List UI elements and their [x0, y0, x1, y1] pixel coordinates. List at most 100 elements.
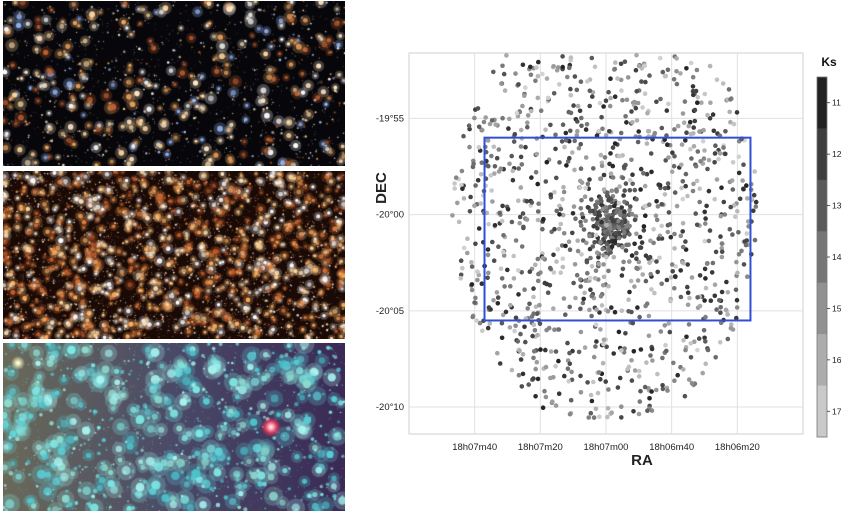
- data-point: [654, 217, 660, 223]
- data-point: [520, 62, 526, 68]
- data-point: [477, 320, 483, 326]
- data-point: [467, 209, 473, 214]
- data-point: [599, 163, 605, 169]
- data-point: [628, 204, 633, 209]
- data-point: [485, 138, 491, 143]
- data-point: [689, 381, 695, 386]
- data-point: [714, 177, 720, 182]
- data-point: [583, 278, 588, 283]
- data-point: [617, 153, 622, 159]
- data-point: [536, 59, 541, 65]
- data-point: [742, 239, 748, 244]
- data-point: [718, 234, 723, 239]
- data-point: [588, 410, 594, 416]
- data-point: [587, 275, 593, 281]
- data-point: [680, 229, 685, 234]
- data-point: [627, 259, 632, 264]
- data-point: [499, 320, 505, 326]
- data-point: [489, 188, 494, 193]
- data-point: [654, 387, 659, 393]
- data-point: [598, 152, 604, 158]
- data-point: [635, 305, 640, 310]
- data-point: [632, 241, 637, 247]
- data-point: [618, 130, 624, 136]
- data-point: [671, 360, 676, 366]
- data-point: [697, 273, 703, 278]
- data-point: [624, 97, 630, 103]
- data-point: [588, 287, 593, 293]
- data-point: [664, 277, 670, 283]
- data-point: [601, 237, 606, 242]
- data-point: [459, 168, 465, 174]
- data-point: [689, 156, 694, 161]
- data-point: [466, 123, 472, 128]
- data-point: [612, 94, 618, 99]
- data-point: [557, 160, 562, 165]
- data-point: [667, 329, 673, 335]
- data-point: [619, 205, 624, 210]
- data-point: [553, 363, 558, 369]
- data-point: [467, 144, 472, 150]
- data-point: [501, 249, 506, 255]
- x-tick-label: 18h07m40: [452, 442, 497, 453]
- data-point: [580, 300, 586, 306]
- data-point: [587, 307, 592, 313]
- data-point: [627, 289, 632, 295]
- data-point: [587, 177, 592, 182]
- data-point: [686, 377, 692, 382]
- data-point: [683, 171, 689, 177]
- data-point: [681, 120, 687, 125]
- data-point: [518, 185, 524, 190]
- data-point: [615, 385, 621, 390]
- data-point: [674, 81, 680, 87]
- data-point: [490, 199, 495, 204]
- data-point: [516, 372, 522, 378]
- data-point: [578, 390, 584, 395]
- data-point: [495, 350, 500, 356]
- data-point: [520, 352, 526, 357]
- data-point: [612, 238, 618, 244]
- data-point: [723, 307, 729, 313]
- data-point: [695, 295, 700, 300]
- data-point: [502, 88, 508, 93]
- data-point: [567, 247, 573, 252]
- data-point: [545, 290, 551, 296]
- data-point: [505, 207, 511, 212]
- data-point: [652, 130, 658, 136]
- data-point: [691, 125, 696, 130]
- data-point: [605, 309, 611, 314]
- data-point: [685, 284, 690, 290]
- data-point: [670, 269, 675, 274]
- data-point: [515, 339, 521, 344]
- data-point: [585, 270, 590, 276]
- data-point: [572, 262, 578, 267]
- data-point: [593, 232, 599, 238]
- colorbar: 11 12 13 14 15 16 17: [816, 76, 842, 438]
- data-point: [508, 302, 513, 308]
- data-point: [734, 297, 740, 303]
- data-point: [585, 205, 591, 210]
- data-point: [510, 177, 516, 183]
- data-point: [622, 213, 628, 219]
- data-point: [458, 276, 463, 281]
- data-point: [552, 327, 557, 333]
- data-point: [701, 127, 706, 133]
- data-point: [731, 121, 737, 127]
- data-point: [648, 271, 653, 277]
- data-point: [695, 95, 700, 100]
- data-point: [475, 269, 480, 275]
- data-point: [542, 280, 548, 286]
- data-point: [560, 54, 565, 59]
- data-point: [572, 74, 578, 79]
- data-point: [641, 224, 647, 229]
- data-point: [550, 399, 555, 405]
- data-point: [718, 213, 724, 219]
- data-point: [615, 76, 620, 81]
- data-point: [622, 234, 627, 239]
- data-point: [570, 150, 575, 155]
- y-tick-label: -19°55: [376, 113, 404, 124]
- data-point: [725, 312, 730, 317]
- data-point: [623, 181, 629, 186]
- data-point: [644, 141, 650, 146]
- data-point: [540, 405, 546, 411]
